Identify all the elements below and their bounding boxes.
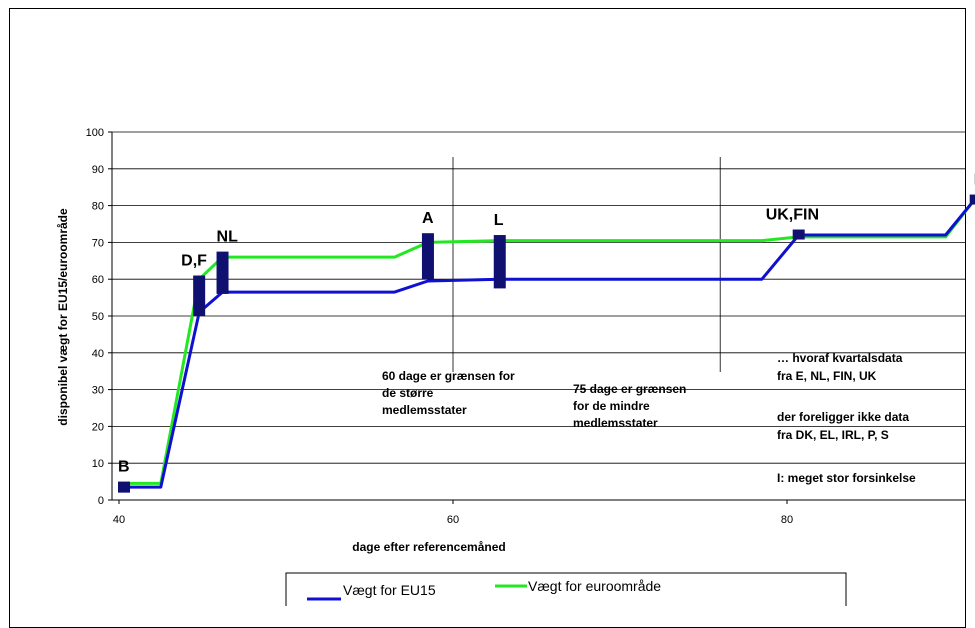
legend-label-euro: Vægt for euroområde bbox=[528, 578, 661, 594]
annotations: 60 dage er grænsen for de større medlemsst… bbox=[382, 351, 916, 485]
y-tick-label-0: 0 bbox=[98, 495, 104, 507]
note-60-line-0: 60 dage er grænsen for bbox=[382, 369, 515, 383]
right-note-line-1: fra E, NL, FIN, UK bbox=[777, 369, 877, 383]
marker-6 bbox=[969, 194, 975, 205]
note-75-line-2: medlemsstater bbox=[573, 416, 658, 430]
marker-label-1: D,F bbox=[181, 253, 207, 270]
x-tick-label-40: 40 bbox=[113, 514, 125, 526]
y-tick-label-90: 90 bbox=[92, 164, 104, 176]
right-note-line-0: … hvoraf kvartalsdata bbox=[777, 351, 903, 365]
y-axis-label: disponibel vægt for EU15/euroområde bbox=[56, 208, 70, 426]
marker-4 bbox=[493, 235, 506, 289]
marker-label-0: B bbox=[118, 459, 130, 476]
note-75-line-0: 75 dage er grænsen bbox=[573, 382, 686, 396]
marker-label-4: L bbox=[494, 212, 504, 229]
axes: 0 10 20 30 40 50 60 70 80 90 100 40 60 80 bbox=[86, 127, 966, 526]
y-tick-label-20: 20 bbox=[92, 421, 104, 433]
legend: Vægt for EU15 Vægt for euroområde bbox=[285, 572, 847, 606]
y-tick-label-60: 60 bbox=[92, 274, 104, 286]
markers: B D,F NL A L UK,FIN E bbox=[118, 172, 975, 493]
note-75-line-1: for de mindre bbox=[573, 399, 650, 413]
y-tick-label-80: 80 bbox=[92, 201, 104, 213]
note-60-line-1: de større bbox=[382, 386, 434, 400]
chart: 0 10 20 30 40 50 60 70 80 90 100 40 60 80 B D,F NL A L UK,… bbox=[56, 127, 975, 606]
y-tick-label-50: 50 bbox=[92, 311, 104, 323]
y-tick-label-100: 100 bbox=[86, 127, 104, 139]
right-note-line-3: der foreligger ikke data bbox=[777, 410, 909, 424]
y-tick-label-70: 70 bbox=[92, 237, 104, 249]
right-note-line-4: fra DK, EL, IRL, P, S bbox=[777, 428, 889, 442]
marker-label-3: A bbox=[422, 210, 434, 227]
series-line-eu15 bbox=[119, 197, 975, 489]
y-tick-label-30: 30 bbox=[92, 385, 104, 397]
marker-1 bbox=[193, 275, 206, 316]
y-tick-label-40: 40 bbox=[92, 348, 104, 360]
marker-0 bbox=[118, 481, 131, 493]
series bbox=[119, 197, 975, 489]
reference-lines bbox=[452, 157, 721, 372]
marker-label-6: E bbox=[974, 172, 975, 189]
right-note-line-6: I: meget stor forsinkelse bbox=[777, 471, 916, 485]
marker-3 bbox=[421, 233, 434, 280]
x-tick-label-60: 60 bbox=[447, 514, 459, 526]
legend-label-eu15: Vægt for EU15 bbox=[343, 582, 436, 598]
marker-label-2: NL bbox=[217, 229, 239, 246]
note-60-line-2: medlemsstater bbox=[382, 403, 467, 417]
marker-5 bbox=[792, 229, 805, 240]
gridlines bbox=[112, 131, 966, 464]
legend-box bbox=[285, 572, 847, 606]
x-tick-label-80: 80 bbox=[781, 514, 793, 526]
marker-label-5: UK,FIN bbox=[766, 207, 819, 224]
marker-2 bbox=[216, 251, 229, 294]
x-axis-label: dage efter referencemåned bbox=[352, 540, 505, 554]
y-tick-label-10: 10 bbox=[92, 458, 104, 470]
